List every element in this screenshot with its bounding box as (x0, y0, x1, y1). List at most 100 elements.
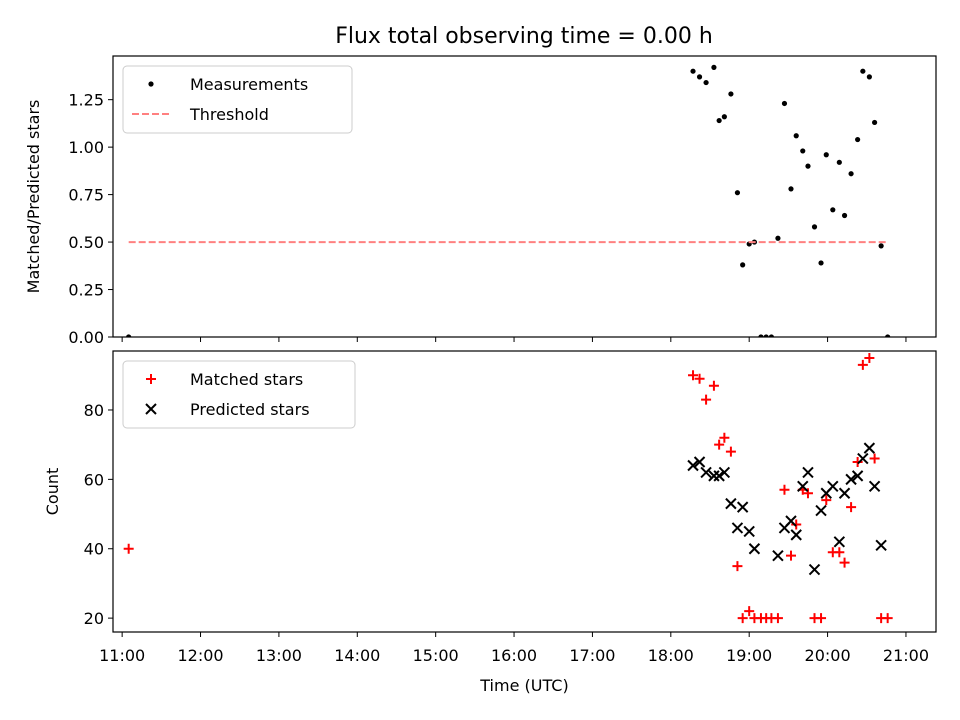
measurement-point (823, 152, 829, 158)
measurement-point (728, 91, 734, 97)
predicted-star-point (838, 487, 851, 499)
legend-matched-swatch (146, 374, 156, 384)
measurement-point (126, 334, 132, 337)
predicted-star-point (845, 473, 857, 486)
matched-star-point (791, 519, 802, 530)
y-tick-label: 0.00 (68, 328, 104, 347)
y-tick-label: 20 (84, 609, 104, 628)
matched-star-point (852, 457, 863, 468)
measurement-point (775, 235, 781, 241)
measurement-point (721, 114, 727, 120)
predicted-star-point (868, 480, 881, 493)
matched-star-point (821, 495, 832, 506)
axes-frame (112, 350, 937, 633)
matched-star-point (772, 613, 783, 624)
predicted-star-point (713, 470, 725, 482)
matched-star-point (802, 488, 813, 499)
measurement-point (768, 334, 774, 337)
matched-star-point (816, 613, 827, 624)
predicted-star-point (687, 459, 699, 472)
y-tick-label: 0.50 (68, 233, 104, 252)
matched-star-point (694, 373, 705, 384)
y-tick-label: 80 (84, 401, 104, 420)
legend-label: Matched stars (190, 370, 303, 389)
predicted-star-point (790, 529, 802, 541)
matched-star-point (882, 613, 893, 624)
predicted-star-point (772, 549, 784, 562)
predicted-star-point (748, 543, 761, 555)
measurement-point (793, 133, 799, 139)
legend: Matched stars Predicted stars (122, 360, 356, 429)
legend: Measurements Threshold (122, 65, 353, 134)
y-tick-label: 0.75 (68, 186, 104, 205)
measurement-point (696, 74, 703, 80)
matched-star-point (834, 547, 845, 558)
x-tick-label: 18:00 (648, 646, 694, 665)
x-tick-label: 21:00 (883, 646, 929, 665)
matched-star-point (857, 359, 868, 370)
predicted-star-point (718, 466, 731, 479)
predicted-star-point (708, 470, 720, 482)
predicted-star-point (827, 480, 839, 493)
predicted-star-point (731, 522, 744, 534)
measurement-point (716, 117, 722, 124)
legend-box (122, 360, 356, 429)
predicted-star-point (815, 504, 827, 517)
x-tick-label: 12:00 (177, 646, 223, 665)
predicted-star-point (736, 501, 749, 513)
y-tick-label: 40 (84, 540, 104, 559)
measurement-point (878, 243, 884, 249)
legend-measurement-swatch (148, 81, 154, 87)
plot-area (126, 64, 891, 337)
y-tick-label: 1.25 (68, 91, 104, 110)
predicted-star-point (863, 442, 876, 454)
matched-star-point (744, 606, 755, 617)
measurement-point (781, 100, 788, 107)
measurement-point (758, 334, 764, 337)
legend-box (122, 65, 353, 134)
x-tick-label: 13:00 (256, 646, 302, 665)
y-tick-label: 1.00 (68, 138, 104, 157)
predicted-star-point (802, 466, 814, 479)
measurement-point (711, 64, 717, 70)
measurement-point (841, 212, 848, 219)
measurement-point (866, 74, 872, 80)
x-tick-label: 17:00 (569, 646, 615, 665)
matched-star-point (779, 484, 790, 495)
predicted-star-point (693, 456, 706, 468)
predicted-star-point (725, 497, 737, 510)
measurement-point (800, 148, 806, 154)
x-tick-label: 15:00 (413, 646, 459, 665)
axes-frame (112, 55, 937, 338)
measurement-point (818, 260, 824, 266)
x-tick-label: 14:00 (334, 646, 380, 665)
chart-title: Flux total observing time = 0.00 h (335, 24, 713, 49)
matched-star-point (714, 439, 725, 450)
y-axis-label: Count (43, 468, 62, 516)
measurement-point (788, 186, 794, 192)
measurement-point (860, 68, 866, 74)
matched-star-point (688, 370, 699, 381)
x-tick-label: 16:00 (491, 646, 537, 665)
measurement-point (855, 136, 861, 143)
predicted-star-point (743, 525, 755, 538)
matched-star-point (839, 557, 850, 568)
x-tick-label: 19:00 (726, 646, 772, 665)
bottom-panel-star-counts: 20 40 60 80 11:00 12:00 13:00 14:00 15:00 16:00 17… (43, 350, 937, 695)
x-tick-label: 11:00 (99, 646, 145, 665)
measurement-point (690, 68, 696, 74)
matched-star-point (732, 561, 743, 572)
measurement-point (703, 79, 709, 86)
predicted-star-point (875, 539, 887, 551)
top-panel-flux-ratio: 0.00 0.25 0.50 0.75 1.00 1.25 Matched/Predicte… (24, 55, 937, 347)
measurement-point (811, 224, 818, 230)
predicted-star-point (857, 452, 869, 465)
matched-star-point (719, 432, 730, 443)
x-tick-label: 20:00 (805, 646, 851, 665)
predicted-star-point (785, 515, 797, 527)
measurement-point (885, 334, 891, 337)
measurement-point (740, 262, 746, 268)
x-axis-label: Time (UTC) (479, 676, 568, 695)
measurement-point (872, 119, 878, 126)
